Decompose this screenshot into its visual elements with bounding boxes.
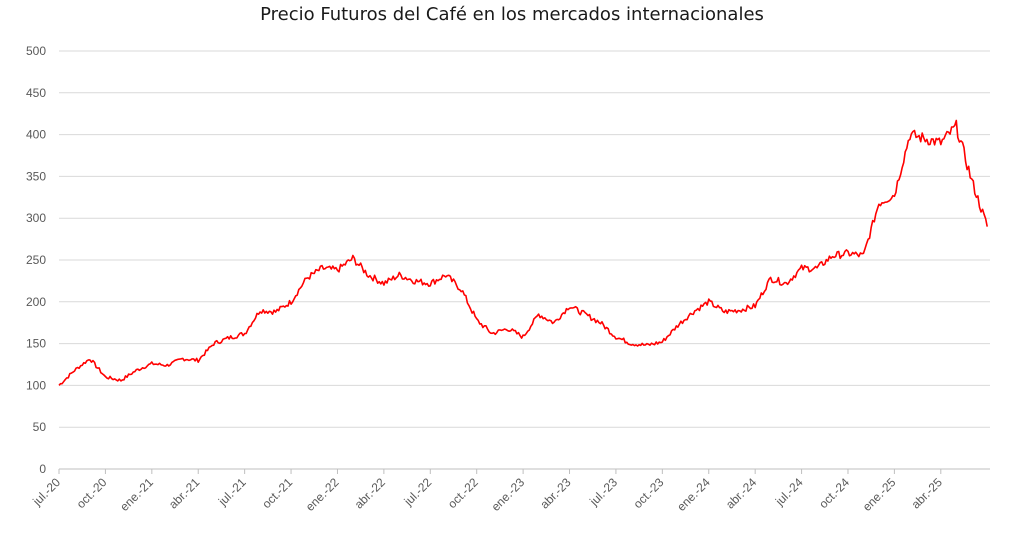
x-tick-label: ene.-25 [860, 475, 899, 514]
y-tick-label: 100 [26, 378, 46, 392]
x-tick-label: jul.-20 [29, 475, 63, 509]
series-line [58, 119, 988, 386]
chart-title: Precio Futuros del Café en los mercados … [260, 4, 764, 25]
y-tick-label: 50 [33, 420, 47, 434]
y-tick-label: 450 [26, 86, 46, 100]
x-tick-label: abr.-22 [352, 475, 389, 512]
x-tick-label: jul.-22 [401, 475, 435, 509]
x-tick-label: oct.-24 [816, 475, 852, 511]
x-tick-label: abr.-21 [166, 475, 203, 512]
y-tick-label: 500 [26, 44, 46, 58]
y-tick-label: 0 [39, 462, 46, 476]
x-tick-label: oct.-22 [445, 475, 481, 511]
x-tick-label: ene.-23 [489, 475, 528, 514]
x-tick-label: jul.-21 [215, 475, 249, 509]
y-tick-label: 350 [26, 169, 46, 183]
x-tick-label: ene.-21 [117, 475, 156, 514]
y-tick-label: 300 [26, 211, 46, 225]
x-tick-label: jul.-23 [586, 475, 620, 509]
x-tick-label: ene.-22 [303, 475, 342, 514]
x-tick-label: abr.-23 [537, 475, 574, 512]
y-tick-label: 400 [26, 128, 46, 142]
x-tick-label: oct.-23 [631, 475, 667, 511]
x-tick-label: abr.-24 [723, 475, 760, 512]
y-tick-label: 150 [26, 337, 46, 351]
x-tick-label: abr.-25 [909, 475, 946, 512]
x-tick-label: ene.-24 [674, 475, 713, 514]
y-tick-label: 250 [26, 253, 46, 267]
x-tick-label: oct.-20 [74, 475, 110, 511]
y-tick-label: 200 [26, 295, 46, 309]
x-tick-label: jul.-24 [772, 475, 806, 509]
x-tick-label: oct.-21 [259, 475, 295, 511]
